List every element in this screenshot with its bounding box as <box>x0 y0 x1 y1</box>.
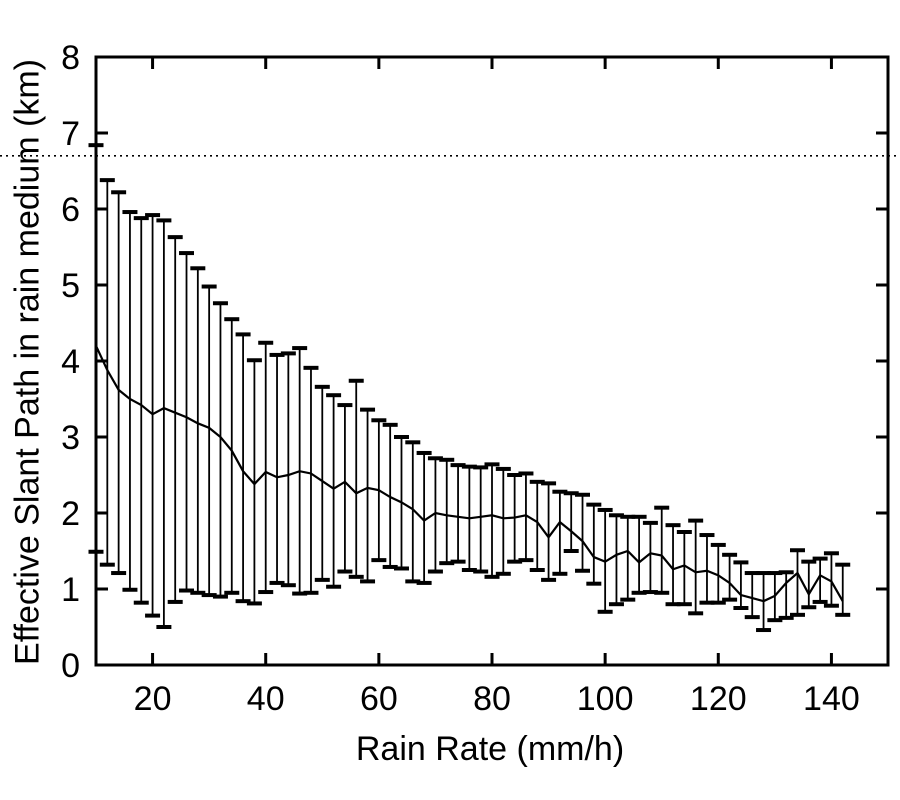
svg-text:60: 60 <box>360 680 398 718</box>
svg-text:80: 80 <box>473 680 511 718</box>
svg-text:6: 6 <box>61 191 80 229</box>
y-axis-label: Effective Slant Path in rain medium (km) <box>8 59 47 665</box>
svg-text:1: 1 <box>61 571 80 609</box>
svg-text:7: 7 <box>61 115 80 153</box>
error-bars-series <box>88 143 851 633</box>
svg-text:20: 20 <box>134 680 172 718</box>
axis-ticks <box>96 55 888 667</box>
svg-text:4: 4 <box>61 343 80 381</box>
svg-text:3: 3 <box>61 419 80 457</box>
svg-text:8: 8 <box>61 39 80 77</box>
x-axis-label: Rain Rate (mm/h) <box>355 730 625 768</box>
x-tick-labels: 20 40 60 80 100 120 140 <box>134 680 860 718</box>
svg-text:2: 2 <box>61 495 80 533</box>
svg-text:40: 40 <box>247 680 285 718</box>
svg-text:100: 100 <box>577 680 634 718</box>
mean-line-series <box>95 345 844 603</box>
svg-text:0: 0 <box>61 647 80 685</box>
y-tick-labels: 0 1 2 3 4 5 6 7 8 <box>61 39 80 685</box>
svg-text:5: 5 <box>61 267 80 305</box>
svg-text:140: 140 <box>803 680 860 718</box>
svg-text:120: 120 <box>690 680 747 718</box>
